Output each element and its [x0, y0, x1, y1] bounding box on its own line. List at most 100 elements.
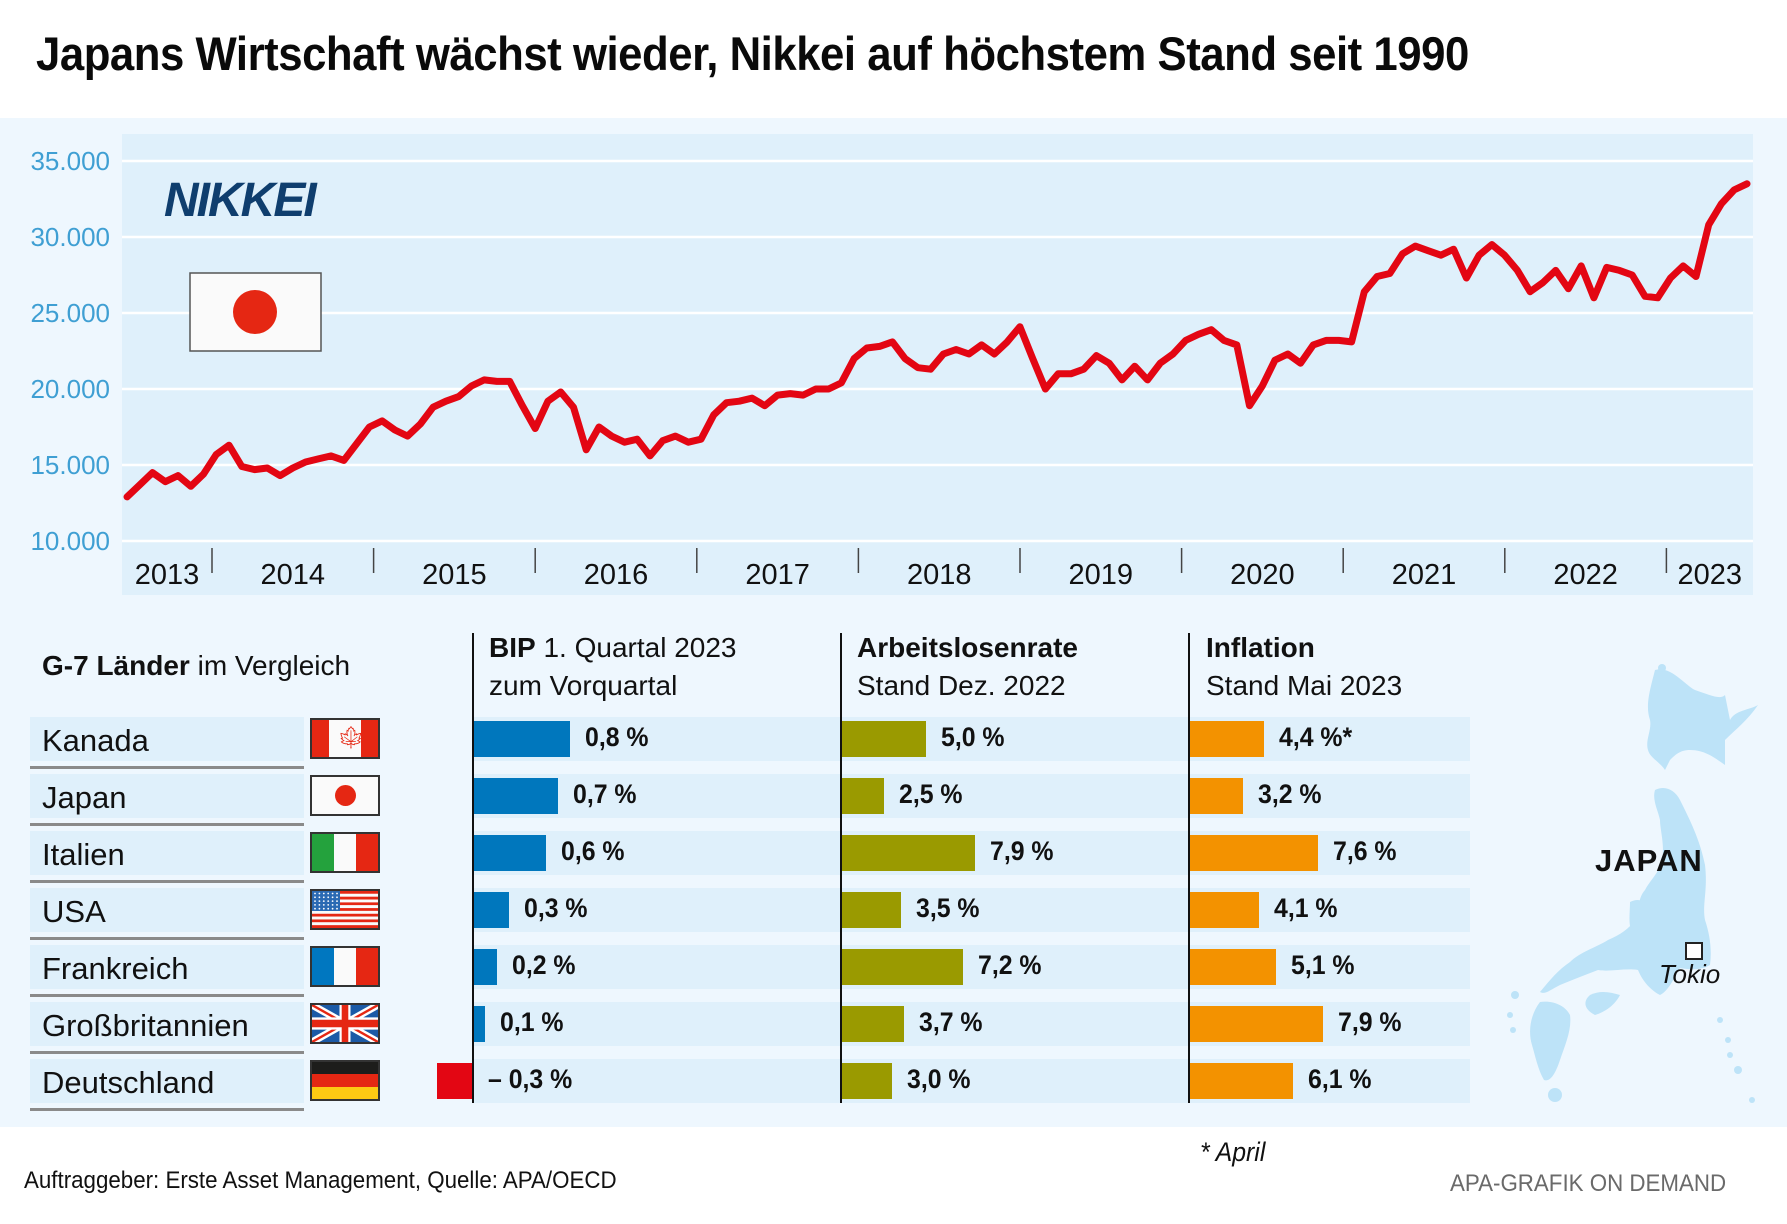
unemployment-bar [841, 1063, 892, 1099]
inflation-axis-line [1188, 633, 1190, 1103]
bip-bar [473, 949, 498, 985]
page-title: Japans Wirtschaft wächst wieder, Nikkei … [36, 27, 1469, 80]
country-label-cell: USA [30, 888, 304, 932]
credit-note: APA-GRAFIK ON DEMAND [1450, 1170, 1727, 1197]
unemployment-bar [841, 1006, 904, 1042]
g7-heading-bold: G-7 Länder [42, 650, 190, 681]
row-separator [30, 1051, 304, 1054]
unemployment-value-label: 3,5 % [915, 893, 980, 923]
column-header-bip: BIP 1. Quartal 2023 zum Vorquartal [489, 629, 737, 705]
bip-cell [473, 1059, 841, 1103]
nikkei-logo: NIKKEI [164, 174, 318, 227]
bip-value-label: 0,8 % [584, 722, 649, 752]
inflation-value-label: 5,1 % [1290, 950, 1355, 980]
x-tick-label: 2019 [1069, 559, 1134, 591]
japan-map-shape [1507, 664, 1758, 1103]
x-tick-label: 2022 [1553, 559, 1618, 591]
y-tick-label: 35.000 [30, 146, 110, 176]
bip-value-label: 0,6 % [560, 836, 625, 866]
canada-flag-icon: 🍁︎ [310, 718, 380, 759]
unemployment-cell [841, 774, 1189, 818]
g7-heading: G-7 Länder im Vergleich [42, 650, 350, 682]
bip-bar [473, 721, 570, 757]
x-tick-label: 2014 [261, 559, 326, 591]
france-flag-icon [310, 946, 380, 987]
unemployment-value-label: 3,0 % [907, 1064, 971, 1094]
country-name: USA [42, 894, 106, 929]
country-name: Italien [42, 837, 125, 872]
x-tick-label: 2023 [1677, 559, 1742, 591]
bip-axis-line [472, 633, 474, 1103]
unemployment-bar [841, 721, 926, 757]
bip-bar [473, 835, 546, 871]
country-name: Kanada [42, 723, 149, 758]
bip-bar [436, 1063, 473, 1099]
inflation-bar [1189, 949, 1276, 985]
inflation-value-label: 4,4 %* [1278, 722, 1352, 752]
germany-flag-icon [310, 1060, 380, 1101]
bip-cell [473, 888, 841, 932]
g7-heading-rest: im Vergleich [189, 650, 351, 681]
x-tick-label: 2017 [745, 559, 810, 591]
row-separator [30, 880, 304, 883]
tokyo-marker [1685, 942, 1703, 960]
unemployment-value-label: 5,0 % [941, 722, 1005, 752]
y-tick-label: 30.000 [30, 222, 110, 252]
column-header-unemployment: Arbeitslosenrate Stand Dez. 2022 [857, 629, 1078, 705]
inflation-bar [1189, 1006, 1324, 1042]
y-axis-labels: 10.000 15.000 20.000 25.000 30.000 35.000 [30, 146, 110, 556]
bip-bar [473, 892, 510, 928]
map-city-label: Tokio [1659, 959, 1721, 989]
bip-bar [473, 778, 558, 814]
country-name: Japan [42, 780, 127, 815]
row-separator [30, 823, 304, 826]
x-tick-label: 2021 [1392, 559, 1457, 591]
bip-title: BIP [489, 632, 536, 663]
x-tick-label: 2013 [135, 559, 200, 591]
country-label-cell: Großbritannien [30, 1002, 304, 1046]
column-header-inflation: Inflation Stand Mai 2023 [1206, 629, 1402, 705]
inflation-value-label: 4,1 % [1273, 893, 1338, 923]
bip-cell [473, 945, 841, 989]
italy-flag-icon [310, 832, 380, 873]
row-separator [30, 766, 304, 769]
row-separator [30, 1108, 304, 1111]
bip-value-label: 0,1 % [500, 1007, 564, 1037]
bip-subtitle: zum Vorquartal [489, 670, 678, 701]
japan-map [1507, 664, 1758, 1103]
x-tick-label: 2020 [1230, 559, 1295, 591]
unemployment-bar [841, 892, 901, 928]
unemployment-value-label: 7,2 % [978, 950, 1042, 980]
x-axis-ticks [211, 548, 1668, 573]
japan-flag-icon [310, 775, 380, 816]
unemployment-value-label: 3,7 % [918, 1007, 983, 1037]
y-tick-label: 20.000 [30, 374, 110, 404]
country-label-cell: Frankreich [30, 945, 304, 989]
unemployment-value-label: 7,9 % [990, 836, 1054, 866]
x-tick-label: 2015 [422, 559, 487, 591]
unemployment-bar [841, 835, 976, 871]
x-axis-labels: 2013 2014 2015 2016 2017 2018 2019 2020 2021 2022… [135, 559, 1742, 591]
inflation-value-label: 6,1 % [1307, 1064, 1372, 1094]
country-label-cell: Deutschland [30, 1059, 304, 1103]
inflation-bar [1189, 1063, 1293, 1099]
unemployment-cell [841, 1059, 1189, 1103]
source-note: Auftraggeber: Erste Asset Management, Qu… [24, 1167, 617, 1194]
inflation-value-label: 7,6 % [1333, 836, 1397, 866]
country-label-cell: Japan [30, 774, 304, 818]
inflation-value-label: 3,2 % [1258, 779, 1322, 809]
row-separator [30, 994, 304, 997]
inflation-subtitle: Stand Mai 2023 [1206, 670, 1403, 701]
country-name: Deutschland [42, 1065, 215, 1100]
gridlines [122, 159, 1753, 543]
nikkei-series-line [123, 180, 1751, 501]
inflation-bar [1189, 892, 1259, 928]
bip-title-suffix: 1. Quartal 2023 [535, 632, 737, 663]
bip-value-label: 0,2 % [512, 950, 576, 980]
unemployment-bar [841, 949, 964, 985]
inflation-bar [1189, 721, 1264, 757]
nikkei-line-chart: 10.000 15.000 20.000 25.000 30.000 35.000 201… [30, 134, 1753, 595]
inflation-bar [1189, 835, 1319, 871]
y-tick-label: 10.000 [30, 526, 110, 556]
japan-flag-large [189, 272, 322, 352]
